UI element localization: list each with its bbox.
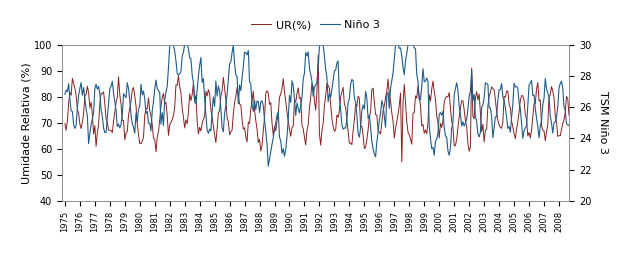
- Niño 3: [215, 84, 222, 88]
- UR(%): [61, 122, 69, 125]
- Niño 3: [61, 93, 69, 96]
- UR(%): [569, 137, 576, 140]
- Legend: UR(%), Niño 3: UR(%), Niño 3: [247, 16, 384, 35]
- UR(%): [420, 131, 428, 135]
- Niño 3: [264, 164, 272, 168]
- Niño 3: [436, 113, 443, 116]
- Y-axis label: TSM Niño 3: TSM Niño 3: [599, 91, 608, 154]
- UR(%): [214, 127, 221, 131]
- Niño 3: [167, 43, 175, 46]
- UR(%): [344, 129, 352, 133]
- UR(%): [521, 99, 528, 102]
- UR(%): [398, 160, 405, 163]
- Niño 3: [521, 129, 528, 133]
- UR(%): [314, 53, 322, 57]
- Niño 3: [345, 97, 353, 100]
- UR(%): [436, 136, 443, 140]
- Niño 3: [232, 73, 240, 76]
- Niño 3: [569, 93, 576, 97]
- Line: UR(%): UR(%): [65, 55, 573, 162]
- UR(%): [231, 101, 238, 104]
- Y-axis label: Umidade Relativa (%): Umidade Relativa (%): [21, 62, 31, 184]
- Niño 3: [420, 80, 428, 83]
- Line: Niño 3: Niño 3: [65, 45, 573, 166]
